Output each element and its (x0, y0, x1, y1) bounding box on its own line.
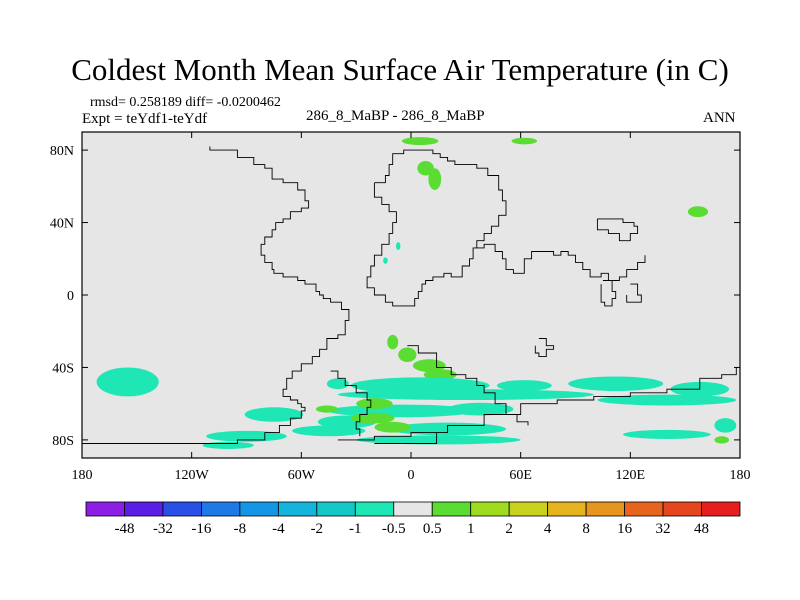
x-tick-label-6: 180 (730, 468, 751, 483)
colorbar-swatch-0 (85, 501, 125, 517)
coastline-0 (82, 146, 350, 444)
colorbar-label-4: -4 (272, 521, 285, 537)
y-tick-label-1: 40N (50, 217, 74, 232)
center-label: 286_8_MaBP - 286_8_MaBP (306, 108, 485, 124)
colorbar-label-12: 8 (582, 521, 590, 537)
colorbar-label-6: -1 (349, 521, 362, 537)
colorbar-label-8: 0.5 (423, 521, 442, 537)
colorbar-swatch-6 (316, 501, 356, 517)
colorbar-label-9: 1 (467, 521, 475, 537)
colorbar-label-3: -8 (234, 521, 247, 537)
y-tick-label-4: 80S (52, 434, 74, 449)
chart-title: Coldest Month Mean Surface Air Temperatu… (71, 52, 729, 87)
anomaly-region-9 (412, 359, 446, 372)
coastline-10 (534, 338, 555, 358)
colorbar-label-2: -16 (191, 521, 211, 537)
x-tick-label-4: 60E (509, 468, 532, 483)
coastline-2 (476, 243, 646, 281)
anomaly-region-7 (387, 334, 399, 350)
anomaly-region-4 (687, 206, 709, 218)
x-tick-label-5: 120E (616, 468, 646, 483)
colorbar-label-14: 32 (656, 521, 671, 537)
colorbar-label-11: 4 (544, 521, 552, 537)
x-tick-label-2: 60W (288, 468, 316, 483)
colorbar-swatch-12 (547, 501, 587, 517)
colorbar-swatch-1 (124, 501, 164, 517)
anomaly-region-17 (337, 389, 594, 401)
colorbar-label-1: -32 (153, 521, 173, 537)
anomaly-region-15 (568, 376, 664, 391)
y-tick-label-2: 0 (67, 289, 74, 304)
anomaly-region-0 (401, 137, 439, 146)
anomaly-region-1 (511, 137, 538, 145)
anomaly-region-31 (356, 398, 393, 410)
anomaly-region-34 (714, 436, 730, 444)
colorbar-swatch-13 (585, 501, 625, 517)
coastline-1 (366, 149, 507, 307)
anomaly-region-32 (350, 412, 395, 424)
anomaly-region-3 (428, 168, 442, 190)
colorbar-swatch-16 (701, 501, 741, 517)
colorbar-swatch-7 (354, 501, 395, 517)
colorbar-label-13: 16 (617, 521, 633, 537)
coastline-6 (374, 432, 438, 444)
colorbar-swatch-8 (393, 501, 433, 517)
anomaly-region-20 (447, 402, 514, 416)
stats-line: rmsd= 0.258189 diff= -0.0200462 (90, 95, 281, 110)
anomaly-region-12 (326, 378, 349, 390)
colorbar-swatch-9 (431, 501, 472, 517)
colorbar-label-7: -0.5 (382, 521, 406, 537)
anomaly-region-11 (96, 367, 159, 397)
anomaly-region-18 (597, 394, 737, 406)
anomaly-region-24 (206, 430, 287, 442)
colorbar-label-0: -48 (114, 521, 134, 537)
season-label: ANN (703, 110, 736, 126)
anomaly-region-2 (417, 160, 434, 176)
anomaly-region-29 (714, 418, 737, 433)
anomaly-region-14 (496, 380, 552, 391)
anomaly-region-33 (374, 421, 411, 433)
coastline-8 (600, 280, 617, 307)
anomaly-region-27 (202, 441, 254, 449)
y-tick-label-0: 80N (50, 144, 74, 159)
anomaly-region-6 (383, 257, 388, 264)
anomaly-region-26 (356, 435, 521, 445)
coastline-9 (626, 283, 642, 303)
colorbar-swatch-2 (162, 501, 202, 517)
colorbar-swatch-4 (239, 501, 279, 517)
coastline-4 (330, 370, 372, 437)
experiment-line: Expt = teYdf1-teYdf (82, 111, 208, 127)
colorbar-label-5: -2 (311, 521, 324, 537)
coastline-5 (337, 367, 737, 441)
coastline-7 (596, 218, 639, 242)
anomaly-region-28 (623, 429, 711, 439)
anomaly-region-10 (423, 369, 457, 381)
colorbar-swatch-3 (201, 501, 241, 517)
colorbar-label-15: 48 (694, 521, 709, 537)
colorbar-swatch-14 (624, 501, 664, 517)
anomaly-region-30 (315, 405, 338, 413)
x-tick-label-1: 120W (175, 468, 210, 483)
anomaly-region-25 (292, 425, 366, 437)
anomaly-region-8 (398, 347, 417, 363)
colorbar-swatch-10 (470, 501, 510, 517)
colorbar-swatch-5 (277, 501, 318, 517)
colorbar-label-10: 2 (505, 521, 513, 537)
colorbar-swatch-11 (508, 501, 549, 517)
anomaly-region-5 (396, 242, 401, 251)
colorbar-swatch-15 (662, 501, 702, 517)
x-tick-label-0: 180 (72, 468, 93, 483)
y-tick-label-3: 40S (52, 361, 74, 376)
anomaly-region-21 (244, 407, 304, 422)
x-tick-label-3: 0 (408, 468, 415, 483)
